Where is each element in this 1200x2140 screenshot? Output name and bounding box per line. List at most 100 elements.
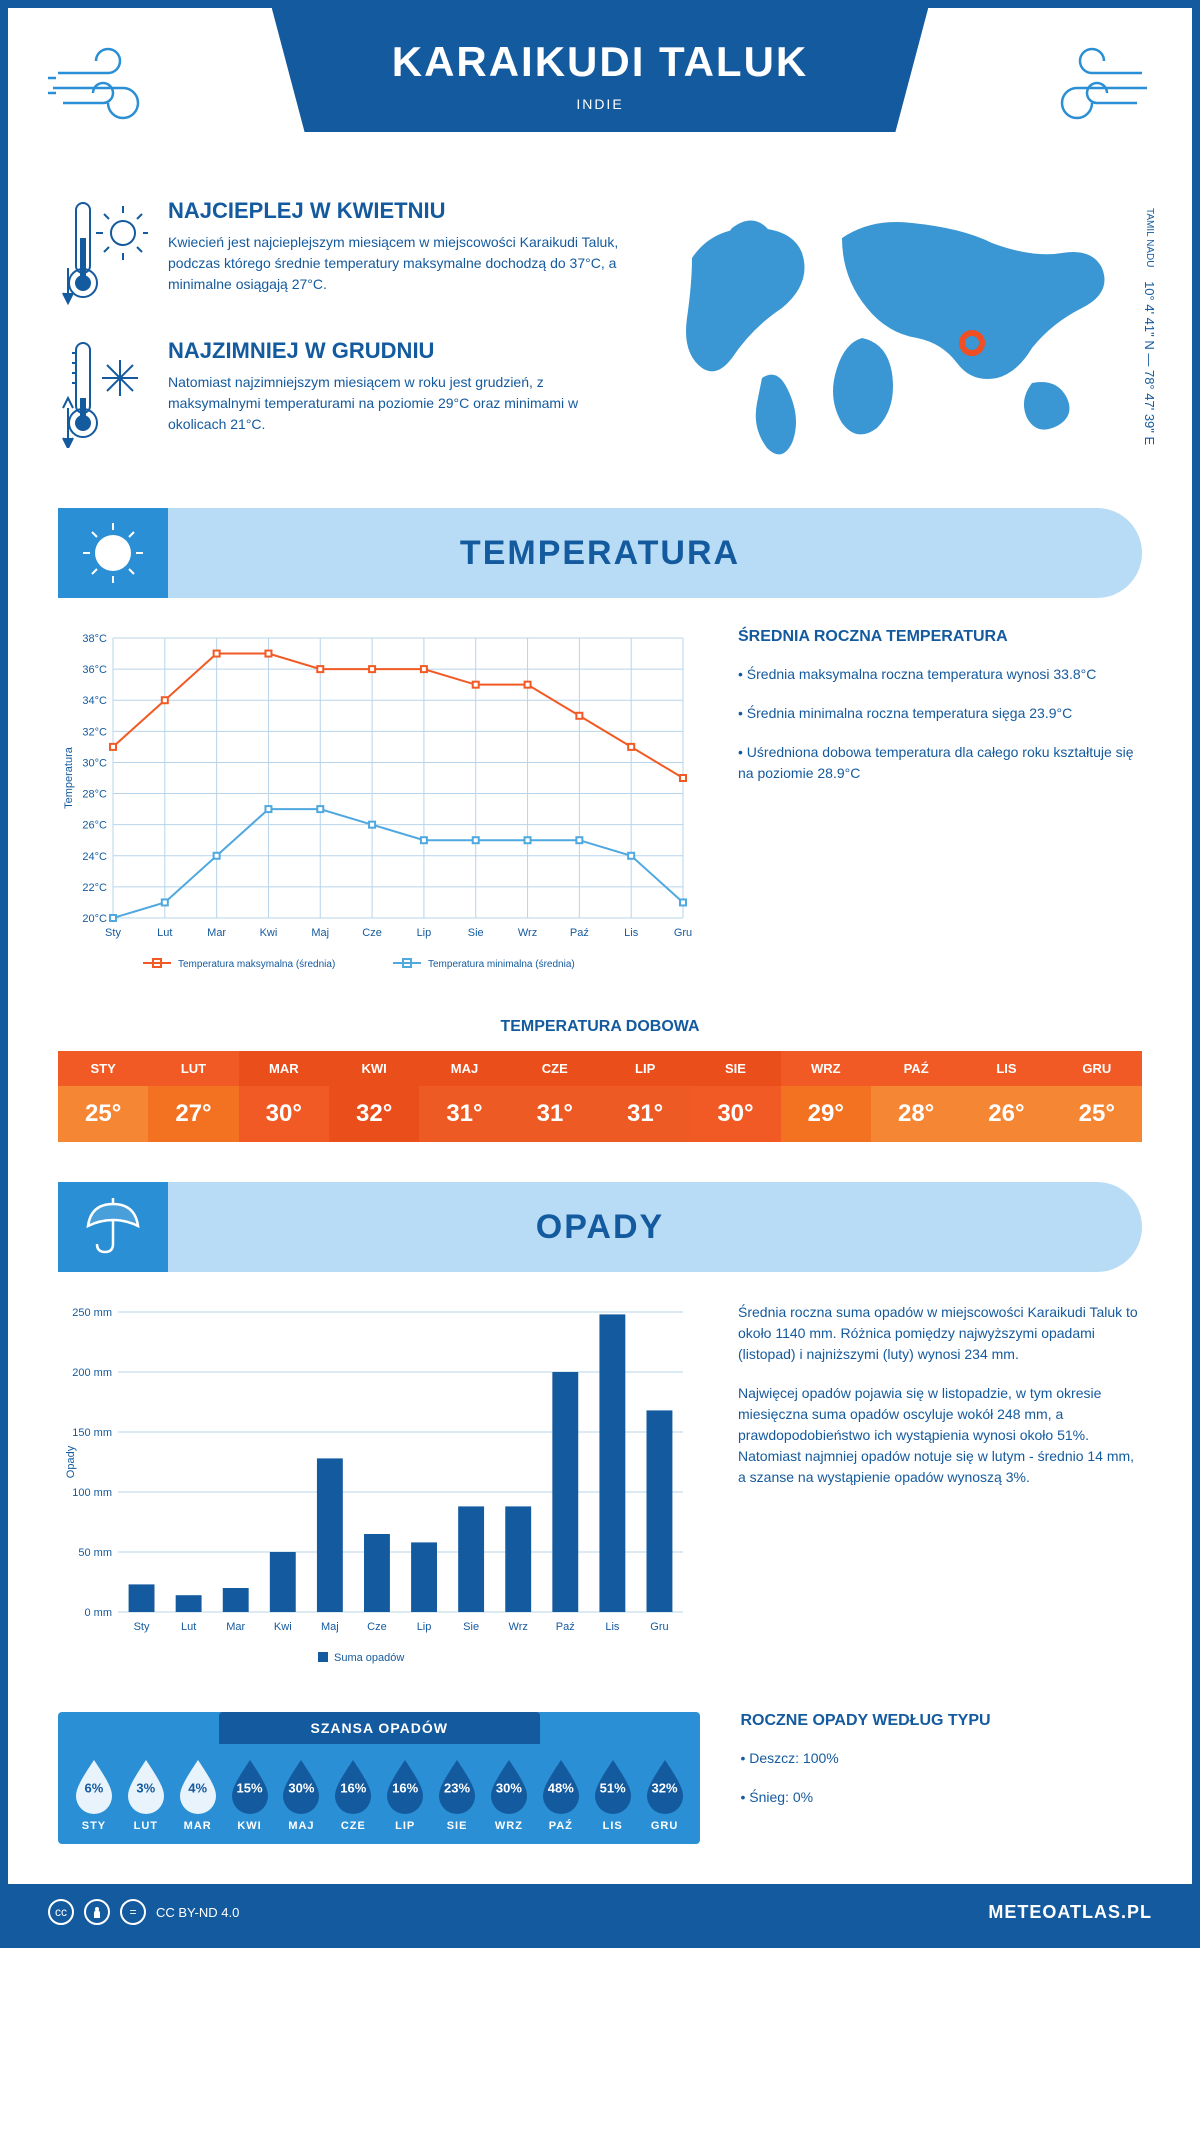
svg-text:50 mm: 50 mm	[78, 1547, 112, 1559]
page-subtitle: INDIE	[392, 96, 809, 112]
daily-temp-value: 26°	[961, 1086, 1051, 1142]
precip-chance-panel: SZANSA OPADÓW 6%STY3%LUT4%MAR15%KWI30%MA…	[58, 1712, 700, 1844]
daily-temp-value: 31°	[510, 1086, 600, 1142]
coords-lat: 10° 4' 41" N	[1142, 281, 1157, 350]
svg-text:Paź: Paź	[556, 1621, 575, 1633]
svg-text:20°C: 20°C	[82, 913, 107, 925]
world-map: TAMIL NADU 10° 4' 41" N — 78° 47' 39" E	[662, 198, 1142, 478]
precipitation-bar-chart: 0 mm50 mm100 mm150 mm200 mm250 mmOpadySt…	[58, 1302, 698, 1682]
precip-chance-item: 3%LUT	[120, 1756, 172, 1832]
svg-text:30°C: 30°C	[82, 757, 107, 769]
daily-temp-value: 27°	[148, 1086, 238, 1142]
precip-chance-item: 48%PAŹ	[535, 1756, 587, 1832]
svg-text:Gru: Gru	[650, 1621, 668, 1633]
svg-text:Maj: Maj	[321, 1621, 339, 1633]
precip-chance-item: 15%KWI	[224, 1756, 276, 1832]
hottest-text: Kwiecień jest najcieplejszym miesiącem w…	[168, 232, 622, 295]
daily-temp-month: MAJ	[419, 1051, 509, 1086]
temp-stat-item: • Średnia maksymalna roczna temperatura …	[738, 664, 1142, 685]
temp-stat-item: • Średnia minimalna roczna temperatura s…	[738, 703, 1142, 724]
nd-icon: =	[120, 1899, 146, 1925]
svg-text:100 mm: 100 mm	[72, 1487, 112, 1499]
daily-temp-cell: LIS26°	[961, 1051, 1051, 1142]
svg-text:150 mm: 150 mm	[72, 1427, 112, 1439]
temp-stats-heading: ŚREDNIA ROCZNA TEMPERATURA	[738, 628, 1142, 646]
svg-text:Temperatura maksymalna (średni: Temperatura maksymalna (średnia)	[178, 959, 335, 970]
region-label: TAMIL NADU	[1144, 208, 1155, 267]
daily-temp-value: 31°	[419, 1086, 509, 1142]
svg-text:0 mm: 0 mm	[85, 1607, 113, 1619]
precip-chance-month: PAŹ	[535, 1820, 587, 1832]
daily-temp-cell: LUT27°	[148, 1051, 238, 1142]
daily-temp-cell: GRU25°	[1052, 1051, 1142, 1142]
daily-temp-value: 25°	[58, 1086, 148, 1142]
svg-text:Wrz: Wrz	[509, 1621, 528, 1633]
daily-temp-month: PAŹ	[871, 1051, 961, 1086]
daily-temp-value: 30°	[239, 1086, 329, 1142]
precip-banner: OPADY	[58, 1182, 1142, 1272]
daily-temp-value: 29°	[781, 1086, 871, 1142]
daily-temp-value: 25°	[1052, 1086, 1142, 1142]
svg-text:Lis: Lis	[624, 927, 639, 939]
coldest-text: Natomiast najzimniejszym miesiącem w rok…	[168, 372, 622, 435]
svg-text:Paź: Paź	[570, 927, 589, 939]
precip-section-title: OPADY	[536, 1208, 664, 1247]
svg-text:Wrz: Wrz	[518, 927, 537, 939]
coldest-heading: NAJZIMNIEJ W GRUDNIU	[168, 338, 622, 364]
svg-text:38°C: 38°C	[82, 633, 107, 645]
svg-text:Sie: Sie	[468, 927, 484, 939]
umbrella-icon	[58, 1182, 168, 1272]
daily-temp-value: 30°	[690, 1086, 780, 1142]
daily-temp-cell: STY25°	[58, 1051, 148, 1142]
daily-temp-cell: MAR30°	[239, 1051, 329, 1142]
hottest-block: NAJCIEPLEJ W KWIETNIU Kwiecień jest najc…	[58, 198, 622, 313]
svg-text:Lip: Lip	[417, 1621, 432, 1633]
wind-icon	[1022, 43, 1152, 138]
svg-text:22°C: 22°C	[82, 882, 107, 894]
daily-temp-month: LIP	[600, 1051, 690, 1086]
svg-text:Cze: Cze	[362, 927, 382, 939]
temperature-line-chart: 20°C22°C24°C26°C28°C30°C32°C34°C36°C38°C…	[58, 628, 698, 988]
daily-temp-month: STY	[58, 1051, 148, 1086]
thermometer-snow-icon	[58, 338, 148, 453]
sun-icon	[58, 508, 168, 598]
precip-text-1: Średnia roczna suma opadów w miejscowośc…	[738, 1302, 1142, 1365]
svg-text:Suma opadów: Suma opadów	[334, 1652, 404, 1664]
svg-text:Mar: Mar	[226, 1621, 245, 1633]
daily-temp-cell: PAŹ28°	[871, 1051, 961, 1142]
by-icon	[84, 1899, 110, 1925]
svg-text:Lut: Lut	[157, 927, 172, 939]
precip-chance-item: 6%STY	[68, 1756, 120, 1832]
daily-temp-value: 32°	[329, 1086, 419, 1142]
daily-temp-month: GRU	[1052, 1051, 1142, 1086]
precip-chance-item: 51%LIS	[587, 1756, 639, 1832]
license-text: CC BY-ND 4.0	[156, 1905, 239, 1920]
wind-icon	[48, 43, 178, 138]
precip-chance-item: 32%GRU	[639, 1756, 691, 1832]
precip-chance-month: MAJ	[276, 1820, 328, 1832]
header: KARAIKUDI TALUK INDIE	[8, 8, 1192, 178]
svg-text:Sty: Sty	[134, 1621, 150, 1633]
precip-chance-item: 4%MAR	[172, 1756, 224, 1832]
daily-temp-month: CZE	[510, 1051, 600, 1086]
svg-text:28°C: 28°C	[82, 789, 107, 801]
svg-text:34°C: 34°C	[82, 695, 107, 707]
coords-lon: 78° 47' 39" E	[1142, 370, 1157, 445]
cc-icon: cc	[48, 1899, 74, 1925]
precip-chance-month: SIE	[431, 1820, 483, 1832]
site-name: METEOATLAS.PL	[988, 1902, 1152, 1923]
daily-temp-cell: SIE30°	[690, 1051, 780, 1142]
hottest-heading: NAJCIEPLEJ W KWIETNIU	[168, 198, 622, 224]
daily-temp-table: STY25°LUT27°MAR30°KWI32°MAJ31°CZE31°LIP3…	[58, 1051, 1142, 1142]
precip-type-item: • Deszcz: 100%	[740, 1748, 1142, 1769]
daily-temp-value: 31°	[600, 1086, 690, 1142]
svg-text:Mar: Mar	[207, 927, 226, 939]
svg-text:Lip: Lip	[417, 927, 432, 939]
svg-text:Temperatura minimalna (średnia: Temperatura minimalna (średnia)	[428, 959, 575, 970]
precip-chance-month: LIP	[379, 1820, 431, 1832]
daily-temp-month: MAR	[239, 1051, 329, 1086]
daily-temp-value: 28°	[871, 1086, 961, 1142]
svg-text:200 mm: 200 mm	[72, 1367, 112, 1379]
svg-text:Sty: Sty	[105, 927, 121, 939]
temp-stat-item: • Uśredniona dobowa temperatura dla całe…	[738, 742, 1142, 784]
